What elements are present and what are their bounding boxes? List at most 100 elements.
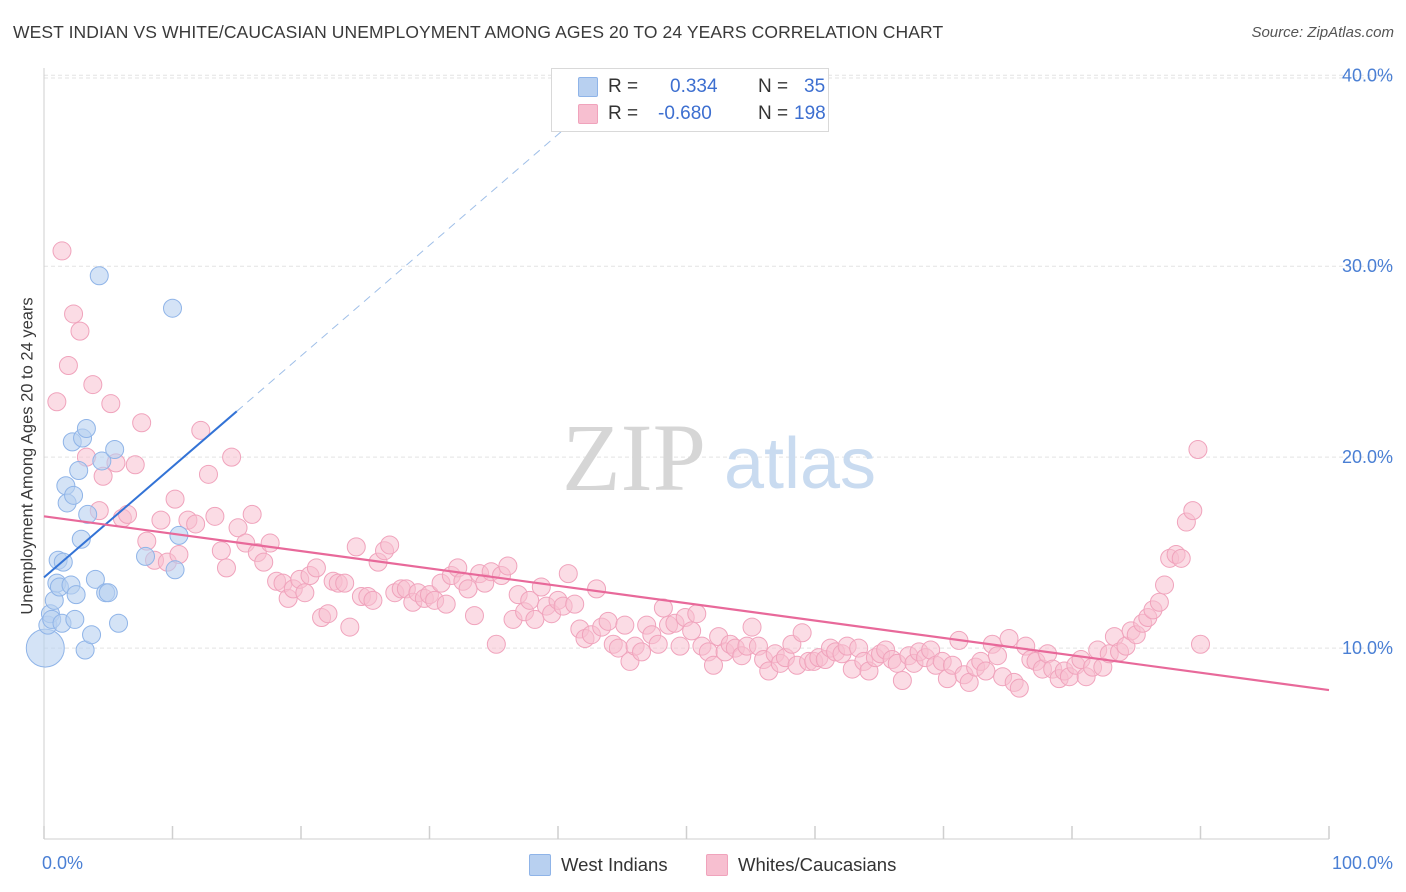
west-indian-point <box>109 613 129 633</box>
white-caucasian-point <box>125 455 145 475</box>
n-value: 198 <box>794 103 826 124</box>
white-caucasian-point <box>464 606 484 626</box>
white-caucasian-point <box>498 556 518 576</box>
y-tick-label: 40.0% <box>1342 65 1393 85</box>
white-caucasian-point <box>1183 501 1203 521</box>
white-caucasian-point <box>682 621 702 641</box>
y-tick-label: 30.0% <box>1342 256 1393 276</box>
white-caucasian-point <box>987 646 1007 666</box>
y-tick-label: 10.0% <box>1342 638 1393 658</box>
white-caucasian-point <box>228 518 248 538</box>
tick-labels: 10.0% 20.0% 30.0% 40.0% 0.0% 100.0% <box>42 65 1393 873</box>
west-indian-point <box>165 560 185 580</box>
whites-caucasians-points <box>47 241 1210 698</box>
west-indians-swatch <box>529 854 551 876</box>
trend-lines <box>43 111 1330 692</box>
west-indian-point <box>64 485 84 505</box>
x-tick-label-max: 100.0% <box>1332 853 1393 873</box>
white-caucasian-point <box>565 594 585 614</box>
white-caucasian-point <box>525 609 545 629</box>
west-indian-point <box>82 625 102 645</box>
n-label: N = <box>758 76 789 97</box>
white-caucasian-point <box>346 537 366 557</box>
white-caucasian-point <box>703 655 723 675</box>
white-caucasian-point <box>1155 575 1175 595</box>
white-caucasian-point <box>486 634 506 654</box>
white-caucasian-point <box>318 604 338 624</box>
white-caucasian-point <box>1149 592 1169 612</box>
west-indian-point <box>136 546 156 566</box>
watermark-atlas: atlas <box>724 424 876 504</box>
white-caucasian-point <box>165 489 185 509</box>
white-caucasian-point <box>742 617 762 637</box>
west-indian-point <box>85 569 105 589</box>
white-caucasian-point <box>632 642 652 662</box>
west-indian-point <box>89 266 109 286</box>
white-caucasian-point <box>242 504 262 524</box>
whites-caucasians-swatch <box>578 104 598 124</box>
source-label: Source: ZipAtlas.com <box>1251 24 1394 41</box>
white-caucasian-point <box>648 634 668 654</box>
west-indians-trend-extension <box>236 111 585 412</box>
white-caucasian-point <box>205 506 225 526</box>
white-caucasian-point <box>892 671 912 691</box>
white-caucasian-point <box>58 355 78 375</box>
white-caucasian-point <box>151 510 171 530</box>
west-indian-point <box>78 504 98 524</box>
white-caucasian-point <box>1171 548 1191 568</box>
white-caucasian-point <box>458 579 478 599</box>
legend-label: West Indians <box>561 854 668 875</box>
white-caucasian-point <box>335 573 355 593</box>
west-indian-point <box>92 451 112 471</box>
n-value: 35 <box>804 76 826 97</box>
white-caucasian-point <box>380 535 400 555</box>
r-label: R = <box>608 76 639 97</box>
x-tick-label-min: 0.0% <box>42 853 83 873</box>
white-caucasian-point <box>211 541 231 561</box>
white-caucasian-point <box>254 552 274 572</box>
west-indian-point <box>98 583 118 603</box>
white-caucasian-point <box>216 558 236 578</box>
white-caucasian-point <box>118 504 138 524</box>
white-caucasian-point <box>295 583 315 603</box>
white-caucasian-point <box>306 558 326 578</box>
white-caucasian-point <box>531 577 551 597</box>
west-indian-point <box>163 298 182 318</box>
west-indian-point <box>66 585 86 605</box>
white-caucasian-point <box>64 304 84 324</box>
r-value: -0.680 <box>658 103 712 124</box>
white-caucasian-point <box>186 514 206 534</box>
west-indians-points <box>25 266 189 668</box>
white-caucasian-point <box>260 533 280 553</box>
west-indian-point <box>25 628 65 668</box>
legend-item-whites-caucasians: Whites/Caucasians <box>706 853 896 877</box>
white-caucasian-point <box>191 420 211 440</box>
correlation-legend: R = 0.334 N = 35 R = -0.680 N = 198 <box>551 68 829 132</box>
west-indian-point <box>76 418 96 438</box>
gridlines <box>44 74 1393 649</box>
white-caucasian-point <box>792 623 812 643</box>
r-value: 0.334 <box>670 76 718 97</box>
white-caucasian-point <box>222 447 242 467</box>
white-caucasian-point <box>687 604 707 624</box>
white-caucasian-point <box>83 375 103 395</box>
series-legend: West Indians Whites/Caucasians <box>0 853 1406 877</box>
west-indians-trend-line <box>43 410 238 579</box>
white-caucasian-point <box>363 590 383 610</box>
watermark: ZIP atlas <box>562 404 876 511</box>
white-caucasian-point <box>52 241 72 261</box>
n-label: N = <box>758 103 789 124</box>
y-tick-label: 20.0% <box>1342 447 1393 467</box>
whites-caucasians-swatch <box>706 854 728 876</box>
white-caucasian-point <box>558 564 578 584</box>
white-caucasian-point <box>47 392 67 412</box>
r-label: R = <box>608 103 639 124</box>
white-caucasian-point <box>132 413 152 433</box>
west-indians-swatch <box>578 77 598 97</box>
white-caucasian-point <box>520 590 540 610</box>
west-indian-point <box>65 609 85 629</box>
west-indian-point <box>105 440 125 459</box>
white-caucasian-point <box>198 464 218 484</box>
white-caucasian-point <box>587 579 607 599</box>
white-caucasian-point <box>976 661 996 681</box>
